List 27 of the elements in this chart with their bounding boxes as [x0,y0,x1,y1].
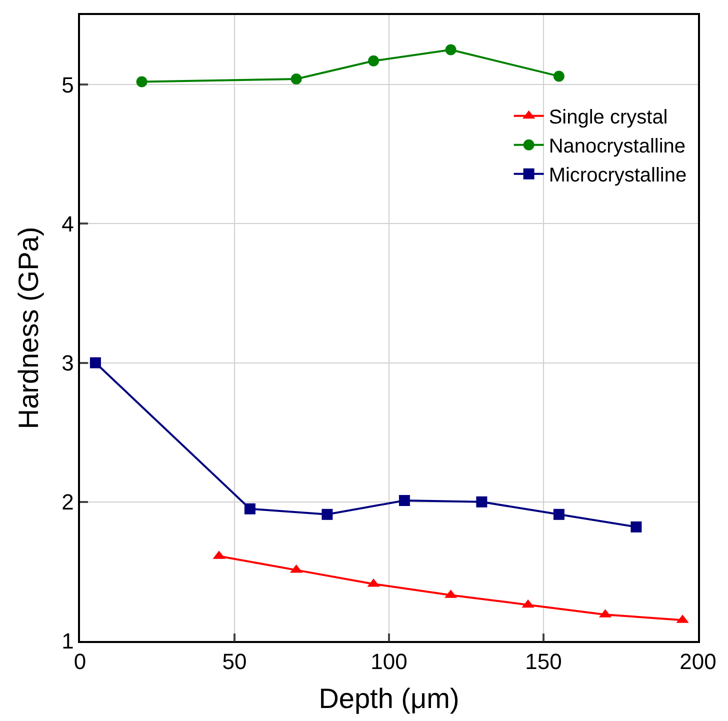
point [290,73,302,84]
point [553,508,564,520]
point [476,496,488,508]
point [445,44,456,56]
x-tick-label: 50 [222,649,247,674]
point [90,357,101,368]
y-tick-label: 5 [62,72,74,98]
x-tick-label: 150 [525,649,562,674]
point [322,508,333,520]
point [368,55,380,66]
y-tick-label: 2 [62,490,74,515]
point [630,521,642,532]
x-axis-title: Depth (μm) [318,682,460,714]
y-tick-label: 4 [62,211,74,236]
legend-label: Microcrystalline [548,164,687,187]
point [553,70,564,82]
x-tick-label: 200 [680,649,716,674]
x-tick-label: 0 [74,649,86,674]
legend-label: Nanocrystalline [548,136,686,158]
point [244,503,256,514]
point [398,495,410,506]
legend-label: Single crystal [548,106,668,129]
x-tick-label: 100 [370,649,408,674]
y-axis-title: Hardness (GPa) [12,226,44,430]
y-tick-label: 3 [62,350,74,376]
point [136,76,148,88]
y-tick-label: 1 [62,628,74,654]
